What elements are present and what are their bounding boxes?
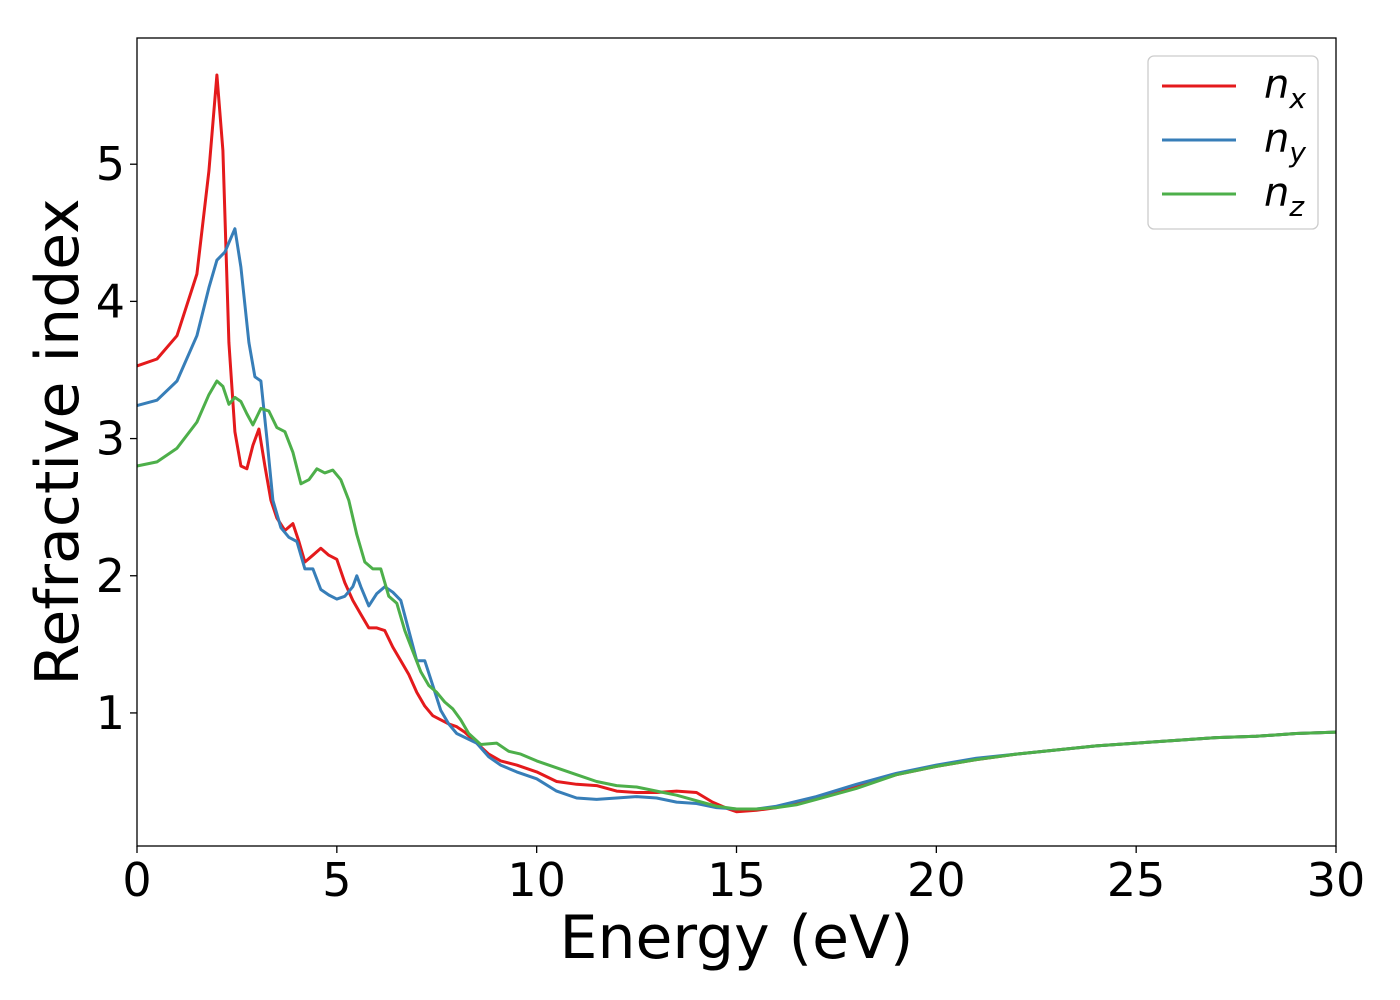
y-tick-label: 5 — [96, 137, 125, 191]
x-tick-label: 20 — [907, 853, 966, 907]
legend-label-n-z: nz — [1264, 170, 1305, 223]
series-lines — [136, 73, 1337, 814]
y-tick-label: 3 — [96, 412, 125, 466]
x-tick-label: 10 — [507, 853, 566, 907]
legend-box — [1147, 55, 1319, 230]
y-axis-ticks: 1 2 3 4 5 — [96, 137, 137, 740]
legend-label-n-x: nx — [1264, 62, 1306, 115]
x-axis-title: Energy (eV) — [560, 903, 914, 973]
series-line-n-y — [136, 227, 1337, 811]
y-tick-label: 1 — [96, 686, 125, 740]
legend-label-n-y: ny — [1264, 116, 1306, 169]
y-tick-label: 4 — [96, 274, 125, 328]
x-tick-label: 5 — [322, 853, 351, 907]
x-axis-ticks: 0 5 10 15 20 25 30 — [122, 846, 1365, 907]
x-tick-label: 0 — [122, 853, 151, 907]
y-tick-label: 2 — [96, 549, 125, 603]
x-tick-label: 25 — [1107, 853, 1166, 907]
series-line-n-z — [136, 379, 1337, 811]
x-tick-label: 30 — [1307, 853, 1366, 907]
y-axis-title: Refractive index — [23, 198, 93, 685]
x-tick-label: 15 — [707, 853, 766, 907]
